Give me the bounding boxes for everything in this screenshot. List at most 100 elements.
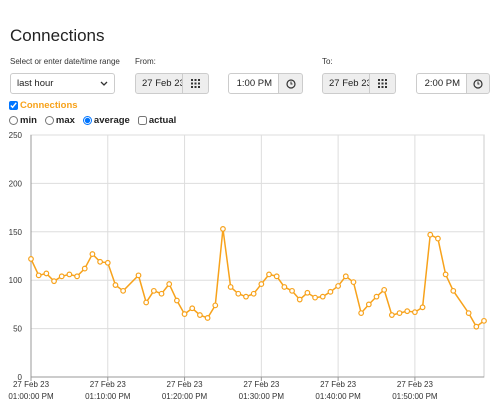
option-label: average [93, 115, 130, 126]
data-point [296, 296, 303, 303]
to-date-input[interactable]: 27 Feb 23 [322, 73, 370, 94]
data-point [289, 287, 295, 294]
y-tick-label: 200 [9, 179, 23, 188]
preset-value: last hour [17, 78, 54, 89]
data-point [35, 272, 42, 279]
data-point [258, 281, 265, 287]
radio[interactable] [82, 116, 92, 125]
from-time-input[interactable]: 1:00 PM [228, 73, 279, 94]
x-tick-label: 27 Feb 23 01:20:00 PM [161, 380, 208, 401]
option-label: actual [148, 115, 177, 126]
data-point [28, 256, 34, 262]
data-point [135, 272, 142, 279]
data-point [189, 305, 196, 312]
data-point [81, 265, 88, 272]
series-toggle-label: Connections [20, 100, 78, 111]
aggregation-options: min max average actual [9, 115, 176, 126]
data-point [411, 309, 418, 316]
data-point [342, 273, 349, 280]
series-line [30, 228, 485, 328]
clock-button[interactable] [466, 73, 490, 94]
from-date-input[interactable]: 27 Feb 23 [135, 73, 183, 94]
data-point [104, 259, 111, 266]
data-point [58, 273, 65, 280]
data-point [435, 235, 441, 242]
data-point [250, 290, 257, 297]
data-point [204, 315, 211, 321]
data-point [358, 310, 365, 317]
data-point [212, 302, 219, 309]
y-tick-label: 0 [18, 373, 23, 382]
data-point [450, 287, 457, 294]
to-label: To: [322, 57, 333, 66]
y-tick-label: 150 [9, 228, 23, 237]
y-tick-label: 100 [9, 276, 23, 285]
option-label: min [20, 115, 37, 126]
data-point [319, 293, 326, 300]
data-point [51, 278, 57, 285]
data-point [66, 271, 73, 278]
data-point [373, 293, 380, 300]
data-point [427, 231, 434, 238]
data-point [304, 289, 311, 296]
calendar-icon [378, 79, 387, 88]
data-point [481, 317, 487, 324]
data-point [396, 310, 403, 317]
aggregation-option[interactable]: max [44, 115, 75, 126]
clock-icon [473, 78, 483, 89]
data-point [220, 225, 226, 232]
preset-select[interactable]: last hour [10, 73, 115, 94]
radio[interactable] [44, 116, 54, 125]
series-checkbox[interactable] [9, 101, 18, 110]
data-point [74, 273, 80, 280]
data-point [150, 287, 157, 294]
chevron [100, 81, 108, 86]
radio[interactable] [9, 116, 18, 125]
data-point [181, 311, 188, 317]
x-tick-label: 27 Feb 23 01:50:00 PM [392, 380, 438, 401]
clock-icon [285, 78, 296, 89]
data-point [89, 251, 96, 257]
data-point [112, 282, 119, 288]
x-tick-label: 27 Feb 23 01:40:00 PM [315, 380, 361, 401]
data-point [243, 293, 249, 300]
data-point [158, 290, 165, 297]
checkbox[interactable] [137, 116, 147, 125]
to-time-input[interactable]: 2:00 PM [416, 73, 467, 94]
clock-button[interactable] [278, 73, 303, 94]
y-tick-label: 250 [9, 131, 23, 140]
data-point [273, 273, 280, 280]
data-point [365, 301, 372, 308]
page-title: Connections [10, 26, 105, 45]
data-point [335, 283, 342, 289]
data-point [166, 281, 173, 287]
calendar-button[interactable] [182, 73, 209, 94]
aggregation-option[interactable]: average [82, 115, 130, 126]
data-point [97, 258, 104, 265]
data-point [143, 299, 150, 306]
data-point [173, 297, 180, 304]
data-point [473, 323, 480, 330]
data-point [419, 304, 426, 311]
x-tick-label: 27 Feb 23 01:30:00 PM [238, 380, 285, 401]
series-toggle[interactable]: Connections [9, 100, 78, 111]
data-point [266, 271, 272, 278]
aggregation-option[interactable]: actual [137, 115, 177, 126]
aggregation-option[interactable]: min [9, 115, 37, 126]
data-point [235, 290, 242, 297]
data-point [120, 287, 127, 294]
data-point [350, 279, 357, 286]
data-point [197, 312, 203, 318]
from-label: From: [135, 57, 156, 66]
option-label: max [55, 115, 75, 126]
calendar-button[interactable] [369, 73, 396, 94]
data-point [327, 288, 334, 295]
plot-area [30, 134, 485, 378]
x-tick-label: 27 Feb 23 01:00:00 PM [8, 380, 54, 401]
data-point [43, 270, 50, 277]
range-label: Select or enter date/time range [10, 57, 120, 66]
data-point [381, 286, 388, 293]
x-tick-label: 27 Feb 23 01:10:00 PM [85, 380, 131, 401]
